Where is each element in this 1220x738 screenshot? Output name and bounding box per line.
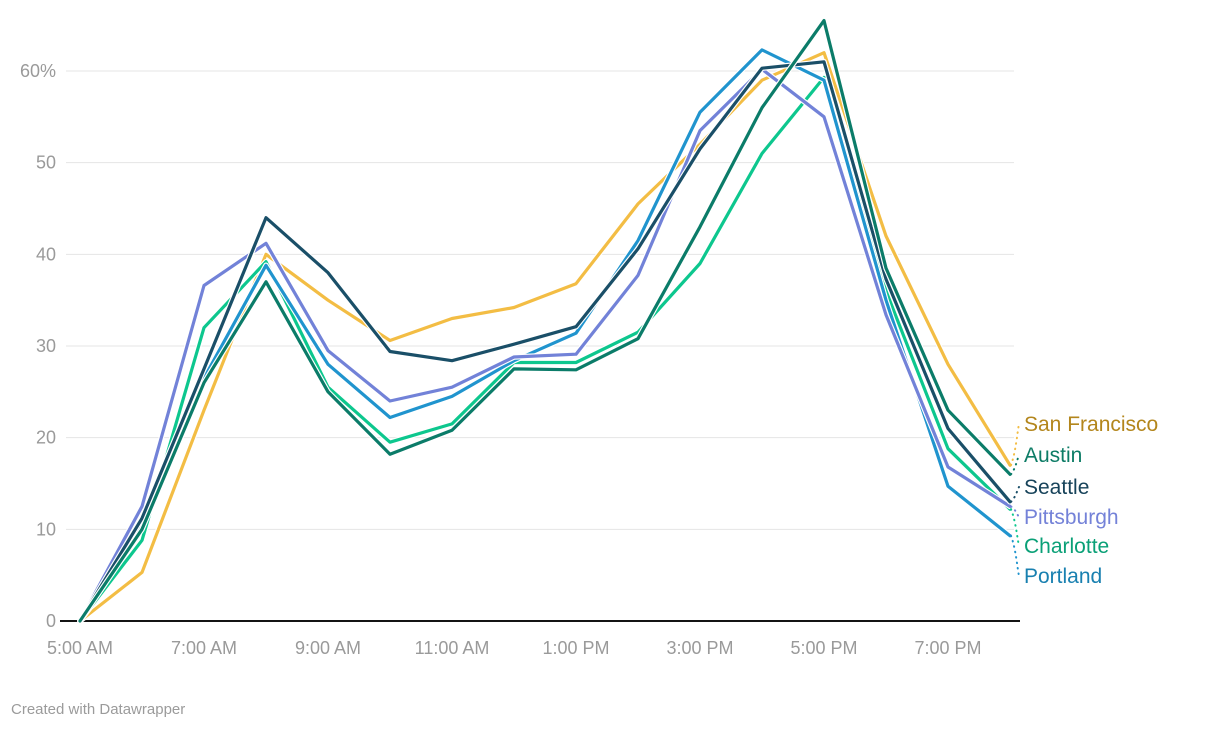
x-axis-tick-label: 9:00 AM (295, 638, 361, 658)
series-line-seattle (78, 60, 1012, 623)
x-axis-tick-label: 11:00 AM (415, 638, 490, 658)
y-axis-tick-label: 0 (46, 611, 56, 631)
x-axis-tick-label: 5:00 PM (790, 638, 857, 658)
legend-leader-line-san-francisco (1010, 423, 1020, 467)
series-line-portland (78, 48, 1012, 623)
series-line-austin (78, 19, 1012, 623)
series-line-pittsburgh (78, 67, 1012, 623)
legend-label-san-francisco: San Francisco (1024, 413, 1158, 436)
y-axis-tick-label: 30 (36, 336, 56, 356)
x-axis-tick-label: 7:00 AM (171, 638, 237, 658)
x-axis-tick-label: 1:00 PM (542, 638, 609, 658)
series-line-casing-austin (77, 17, 1013, 624)
legend-label-charlotte: Charlotte (1024, 535, 1109, 558)
y-axis-tick-label: 60% (20, 61, 56, 81)
x-axis-tick-label: 7:00 PM (914, 638, 981, 658)
legend-label-austin: Austin (1024, 444, 1082, 467)
x-axis-tick-label: 3:00 PM (666, 638, 733, 658)
y-axis-tick-label: 10 (36, 519, 56, 539)
line-chart: 0 10 20 30 40 50 60% 5:00 AM 7:00 AM 9:00 AM 11:00… (20, 17, 1158, 658)
legend-leader-line-seattle (1010, 486, 1020, 503)
legend-label-pittsburgh: Pittsburgh (1024, 506, 1119, 529)
y-axis-tick-label: 20 (36, 428, 56, 448)
y-axis-tick-label: 50 (36, 153, 56, 173)
legend-leader-line-pittsburgh (1010, 505, 1020, 518)
legend-leader-line-austin (1010, 454, 1020, 476)
legend-label-seattle: Seattle (1024, 476, 1089, 499)
series-line-casing-seattle (77, 59, 1013, 624)
legend-leader-line-portland (1010, 534, 1020, 577)
legend-label-portland: Portland (1024, 565, 1102, 588)
chart-credit-link[interactable]: Created with Datawrapper (11, 701, 186, 718)
y-axis-tick-label: 40 (36, 244, 56, 264)
x-axis-tick-label: 5:00 AM (47, 638, 113, 658)
